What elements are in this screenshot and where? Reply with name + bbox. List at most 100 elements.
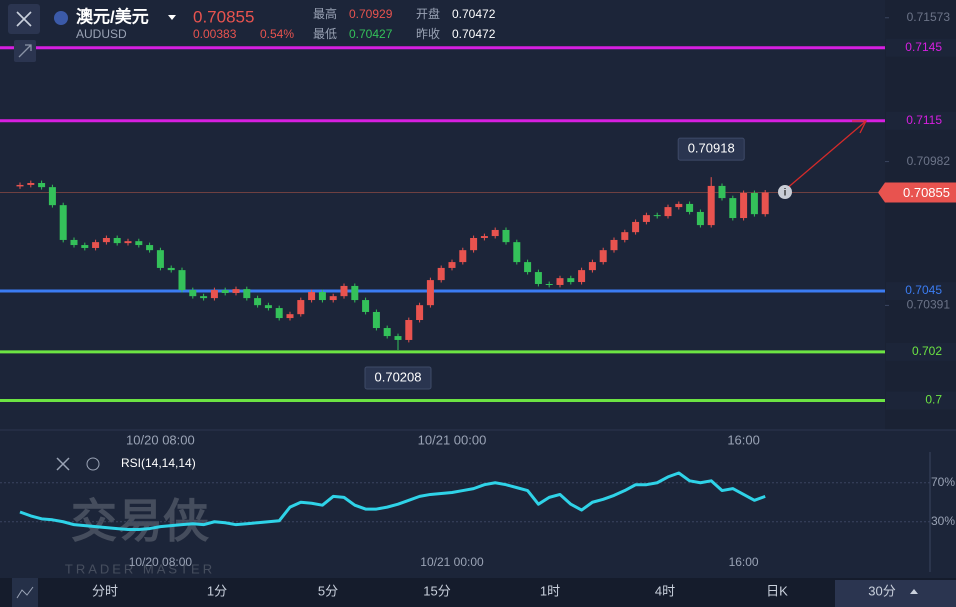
timeframe-tab[interactable]: 15分	[423, 583, 450, 598]
level-label: 0.7115	[906, 113, 942, 127]
candle-body	[59, 205, 67, 240]
candle-body	[362, 300, 370, 312]
annotation-arrow	[784, 120, 867, 191]
candle-body	[470, 237, 478, 251]
candle-body	[264, 305, 272, 309]
candle-body	[92, 242, 100, 248]
candle-body	[545, 283, 553, 285]
level-label: 0.7	[925, 393, 942, 407]
candle-body	[480, 236, 488, 238]
candle-body	[297, 300, 305, 315]
candle-body	[621, 232, 629, 240]
level-tag	[886, 282, 956, 301]
candle-body	[70, 239, 78, 246]
x-tick-label: 16:00	[727, 432, 760, 447]
expand-icon	[18, 44, 32, 58]
rsi-line	[19, 471, 766, 532]
x-tick-label: 10/21 00:00	[418, 432, 487, 447]
candle-body	[599, 250, 607, 263]
rsi-plot: 70% 30%	[0, 471, 955, 532]
candle-body	[761, 192, 769, 215]
price-plot: 0.71573 0.70982 0.70391 0.7145 0.7115 0.7045 0…	[0, 10, 956, 569]
price-change-pct: 0.54%	[260, 27, 294, 41]
rsi-tick-label: 30%	[931, 514, 955, 528]
candle-body	[567, 278, 575, 283]
watermark-title: 交易侠	[71, 495, 210, 547]
candle-body	[632, 221, 640, 233]
candle-body	[200, 296, 208, 299]
extreme-label: 0.70918	[688, 141, 735, 156]
candle-body	[383, 328, 391, 337]
stat-label: 最高	[313, 6, 337, 21]
watermark-subtitle: TRADER MASTER	[65, 561, 215, 576]
candle-body	[210, 290, 218, 299]
y-tick-label: 0.71573	[907, 10, 951, 24]
level-label: 0.702	[912, 344, 942, 358]
stat-value: 0.70929	[349, 7, 393, 21]
level-tag	[886, 38, 956, 57]
arrow-head	[852, 120, 868, 134]
candle-body	[416, 305, 424, 321]
symbol-code: AUDUSD	[76, 27, 127, 41]
last-price: 0.70855	[193, 7, 254, 26]
y-tick-label: 0.70982	[907, 154, 951, 168]
candle-body	[426, 280, 434, 306]
timeframe-tab[interactable]: 1时	[540, 583, 560, 598]
timeframe-tab[interactable]: 5分	[318, 583, 338, 598]
rsi-x-tick-label: 16:00	[729, 555, 759, 569]
last-price-tag	[878, 182, 956, 203]
dropdown-caret[interactable]	[168, 15, 176, 20]
info-icon[interactable]	[778, 185, 792, 199]
rsi-close[interactable]	[56, 457, 70, 471]
candle-body	[513, 242, 521, 263]
extreme-label: 0.70208	[375, 369, 422, 384]
price-axis-bg	[885, 0, 956, 430]
timeframe-tab[interactable]: 分时	[92, 583, 118, 598]
info-glyph: i	[784, 188, 787, 199]
x-tick-label: 10/20 08:00	[126, 432, 195, 447]
candle-body	[448, 262, 456, 268]
rsi-x-tick-label: 10/20 08:00	[129, 555, 193, 569]
timeframe-tab[interactable]: 1分	[207, 583, 227, 598]
stat-value: 0.70427	[349, 27, 393, 41]
close-icon	[16, 11, 32, 27]
level-label: 0.7145	[905, 40, 942, 54]
nav-active	[835, 580, 956, 607]
candle-body	[502, 229, 510, 243]
candle-body	[351, 285, 359, 301]
symbol-title[interactable]: 澳元/美元	[76, 6, 149, 26]
watermark: 交易侠 TRADER MASTER	[65, 495, 215, 576]
candle-body	[534, 272, 542, 284]
candle-body	[38, 182, 46, 188]
candle-body	[459, 250, 467, 263]
candle-body	[156, 250, 164, 268]
candle-body	[664, 207, 672, 217]
candle-body	[16, 184, 24, 187]
timeframe-tab[interactable]: 4时	[655, 583, 675, 598]
candle-body	[167, 267, 175, 271]
rsi-visibility[interactable]	[86, 457, 100, 471]
stat-value: 0.70472	[452, 27, 496, 41]
candle-body	[48, 187, 56, 206]
candle-body	[340, 285, 348, 297]
candle-body	[707, 185, 715, 226]
timeframe-tab[interactable]: 30分	[868, 583, 895, 598]
candle-body	[146, 245, 154, 251]
candle-body	[329, 296, 337, 301]
extreme-callout	[364, 366, 432, 390]
candle-body	[308, 292, 316, 301]
timeframe-tab[interactable]: 日K	[766, 583, 788, 598]
candle-body	[394, 336, 402, 340]
rsi-name: RSI(14,14,14)	[121, 456, 196, 470]
candle-body	[437, 267, 445, 281]
level-tag	[886, 111, 956, 130]
candle-body	[740, 192, 748, 219]
tabs: 分时 1分 5分 15分 1时 4时 日K 30分	[92, 583, 896, 598]
candle-body	[491, 229, 499, 237]
stat-label: 昨收	[416, 27, 440, 41]
candle-body	[750, 192, 758, 215]
candle-body	[275, 308, 283, 319]
candle-body	[578, 270, 586, 283]
